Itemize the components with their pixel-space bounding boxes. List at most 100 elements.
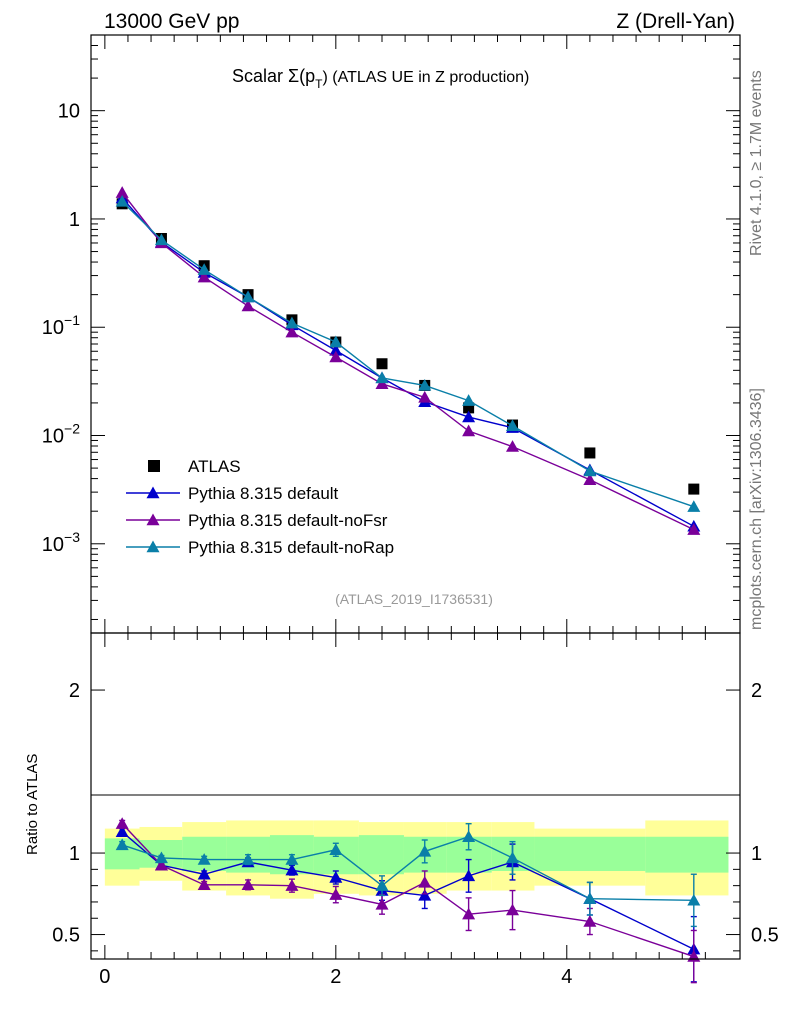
series-point-noRap: [329, 335, 343, 348]
ratio-point-noFsr: [241, 878, 255, 891]
series-point-noFsr: [506, 440, 520, 452]
ratio-point-default: [197, 867, 211, 880]
header-right: Z (Drell-Yan): [616, 10, 735, 33]
ratio-line-default: [121, 831, 695, 950]
ratio-point-noFsr: [329, 888, 343, 900]
ratio-point-noFsr: [115, 817, 129, 829]
main-y-tick-label: 10: [58, 101, 80, 123]
series-point-noFsr: [583, 473, 597, 485]
ratio-point-noRap: [197, 853, 211, 865]
main-y-tick-exp: −3: [64, 529, 80, 545]
ratio-y-tick-label: 1: [69, 843, 80, 865]
plot-title-post: ) (ATLAS UE in Z production): [323, 69, 530, 86]
series-point-noRap: [285, 316, 299, 329]
rivet-label: Rivet 4.1.0, ≥ 1.7M events: [748, 70, 765, 256]
ratio-point-noFsr: [375, 897, 389, 910]
series-point-noRap: [418, 378, 432, 391]
series-point-noRap: [462, 394, 476, 406]
mcplots-label: mcplots.cern.ch [arXiv:1306.3436]: [748, 388, 765, 630]
atlas-data-point: [688, 483, 700, 495]
ratio-line-noFsr: [121, 823, 695, 958]
plot-title-sub: T: [315, 77, 323, 91]
main-y-tick-exp: −2: [64, 421, 80, 437]
ratio-x-tick-labels: 0 2 4: [99, 966, 572, 988]
legend: ATLAS Pythia 8.315 default Pythia 8.315 de…: [126, 457, 394, 557]
series-point-noFsr: [418, 390, 432, 403]
plot-title: Scalar Σ(pT) (ATLAS UE in Z production): [232, 66, 529, 91]
series-point-noFsr: [687, 523, 701, 535]
series-point-noFsr: [197, 270, 211, 283]
ratio-point-default: [418, 888, 432, 901]
atlas-data-point: [463, 402, 475, 414]
main-y-tick-label: 10−2: [42, 421, 80, 448]
series-point-noRap: [375, 371, 389, 384]
series-point-default: [462, 410, 476, 423]
legend-label: Pythia 8.315 default-noRap: [188, 538, 394, 557]
ratio-y-tick-labels: 2 2 1 1 0.5 0.5: [52, 680, 779, 947]
atlas-data-point: [376, 358, 388, 370]
legend-marker-noRap: [146, 540, 160, 553]
ratio-y-tick-label: 2: [69, 680, 80, 702]
ratio-point-default: [285, 863, 299, 876]
series-point-noFsr: [462, 424, 476, 437]
ratio-band-inner: [534, 836, 646, 871]
main-y-tick-base: 10: [42, 534, 64, 556]
main-y-tick-base: 10: [42, 317, 64, 339]
series-line-default: [121, 197, 695, 527]
legend-label: ATLAS: [188, 457, 241, 476]
series-point-noRap: [115, 194, 129, 207]
ratio-x-tick-label: 2: [330, 966, 341, 988]
ratio-point-noRap: [154, 851, 168, 864]
ratio-band-inner: [358, 835, 404, 875]
plot-title-pre: Scalar Σ(p: [232, 66, 315, 86]
ratio-y-tick-label-right: 2: [751, 680, 762, 702]
main-axis-ticks: [91, 34, 740, 633]
ratio-point-noRap: [583, 892, 597, 904]
ratio-point-noFsr: [418, 875, 432, 888]
ratio-axis-ticks: [91, 633, 740, 959]
legend-marker-atlas: [148, 460, 160, 472]
series-point-default: [329, 343, 343, 356]
series-point-noRap: [154, 233, 168, 246]
ratio-point-noFsr: [583, 915, 597, 927]
ratio-x-tick-label: 0: [99, 966, 110, 988]
series-point-noRap: [583, 464, 597, 477]
ratio-point-noFsr: [506, 903, 520, 916]
main-y-tick-label: 10−1: [42, 312, 80, 339]
ratio-y-tick-label-right: 1: [751, 843, 762, 865]
ratio-point-default: [115, 825, 129, 838]
ratio-point-noFsr: [154, 858, 168, 871]
header-left: 13000 GeV pp: [104, 10, 239, 33]
main-series-layer: [115, 186, 701, 535]
main-y-tick-base: 10: [42, 426, 64, 448]
atlas-data-point: [584, 447, 596, 459]
series-line-noFsr: [121, 192, 695, 531]
ratio-point-noRap: [241, 853, 255, 865]
ratio-y-tick-label: 0.5: [52, 925, 80, 947]
ratio-point-noRap: [687, 893, 701, 906]
series-point-noFsr: [285, 325, 299, 338]
ratio-point-default: [462, 869, 476, 882]
ratio-point-noFsr: [197, 878, 211, 891]
ratio-point-noRap: [329, 843, 343, 855]
ratio-x-tick-label: 4: [561, 966, 572, 988]
main-y-tick-base: 10: [58, 101, 80, 123]
legend-marker-default: [146, 486, 160, 499]
ratio-frame: [90, 632, 741, 960]
ratio-y-tick-label-right: 0.5: [751, 925, 779, 947]
ratio-point-noRap: [285, 853, 299, 865]
ratio-point-noRap: [115, 838, 129, 851]
main-y-tick-label: 1: [69, 209, 80, 231]
ratio-point-noRap: [462, 830, 476, 842]
ratio-series-layer: [115, 817, 701, 984]
ratio-point-noRap: [506, 851, 520, 864]
ratio-point-noFsr: [462, 907, 476, 920]
main-y-tick-base: 1: [69, 209, 80, 231]
ratio-point-noRap: [375, 879, 389, 891]
series-point-noRap: [197, 263, 211, 275]
legend-marker-noFsr: [146, 513, 160, 526]
series-point-noFsr: [375, 377, 389, 390]
watermark: (ATLAS_2019_I1736531): [335, 591, 493, 607]
series-point-noRap: [241, 290, 255, 303]
